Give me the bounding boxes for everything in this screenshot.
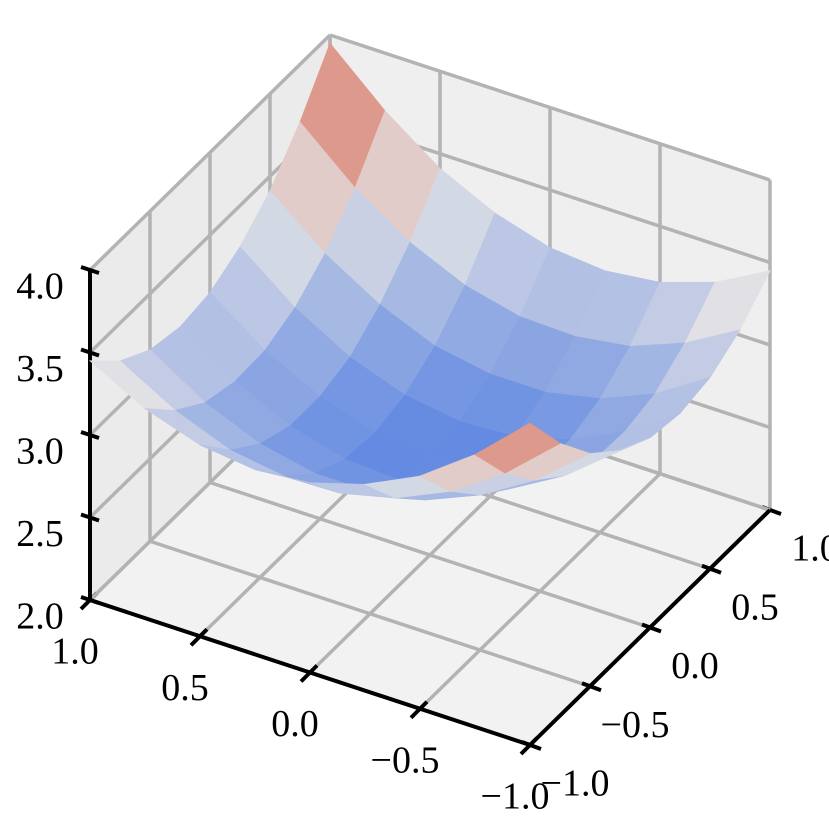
- z-tick-label: 4.0: [16, 266, 64, 308]
- y-tick-label: 0.5: [731, 586, 779, 628]
- y-tick-label: 1.0: [791, 528, 829, 570]
- y-axis: [528, 508, 772, 747]
- grid-line: [149, 539, 591, 688]
- x-tick-label: −1.0: [481, 776, 550, 818]
- grid-line: [88, 33, 332, 272]
- z-tick-label: 3.5: [16, 348, 64, 390]
- x-tick-label: −0.5: [371, 739, 440, 781]
- x-tick-label: 1.0: [51, 631, 99, 673]
- y-tick-label: −0.5: [601, 704, 670, 746]
- surface-patch: [474, 422, 561, 474]
- z-tick-label: 2.0: [16, 596, 64, 638]
- grid-line: [209, 480, 651, 630]
- x-tick-label: 0.0: [271, 703, 319, 745]
- y-tick-label: −1.0: [541, 763, 610, 805]
- z-tick-label: 2.5: [16, 513, 64, 555]
- grid-line: [329, 33, 771, 182]
- x-axis: [89, 598, 531, 747]
- z-tick-label: 3.0: [16, 431, 64, 473]
- y-tick-label: 0.0: [671, 645, 719, 687]
- x-tick-label: 0.5: [161, 667, 209, 709]
